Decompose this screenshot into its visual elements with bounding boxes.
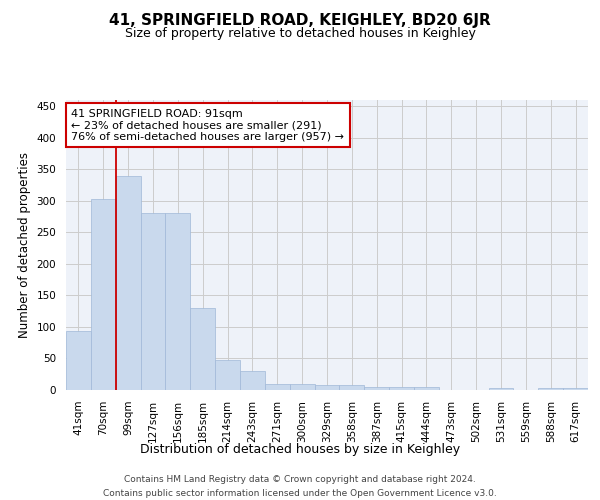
Text: 41 SPRINGFIELD ROAD: 91sqm
← 23% of detached houses are smaller (291)
76% of sem: 41 SPRINGFIELD ROAD: 91sqm ← 23% of deta… — [71, 108, 344, 142]
Text: 41, SPRINGFIELD ROAD, KEIGHLEY, BD20 6JR: 41, SPRINGFIELD ROAD, KEIGHLEY, BD20 6JR — [109, 12, 491, 28]
Bar — [389, 388, 414, 390]
Bar — [488, 388, 514, 390]
Bar — [314, 385, 340, 390]
Bar — [265, 384, 290, 390]
Bar — [340, 385, 364, 390]
Bar — [538, 388, 563, 390]
Bar — [166, 214, 190, 390]
Bar — [215, 360, 240, 390]
Bar — [240, 371, 265, 390]
Bar — [563, 388, 588, 390]
Bar — [414, 388, 439, 390]
Bar — [140, 214, 166, 390]
Text: Size of property relative to detached houses in Keighley: Size of property relative to detached ho… — [125, 28, 475, 40]
Text: Contains HM Land Registry data © Crown copyright and database right 2024.
Contai: Contains HM Land Registry data © Crown c… — [103, 476, 497, 498]
Bar — [66, 332, 91, 390]
Bar — [91, 199, 116, 390]
Y-axis label: Number of detached properties: Number of detached properties — [18, 152, 31, 338]
Bar — [116, 176, 140, 390]
Bar — [364, 387, 389, 390]
Bar — [290, 384, 314, 390]
Text: Distribution of detached houses by size in Keighley: Distribution of detached houses by size … — [140, 442, 460, 456]
Bar — [190, 308, 215, 390]
